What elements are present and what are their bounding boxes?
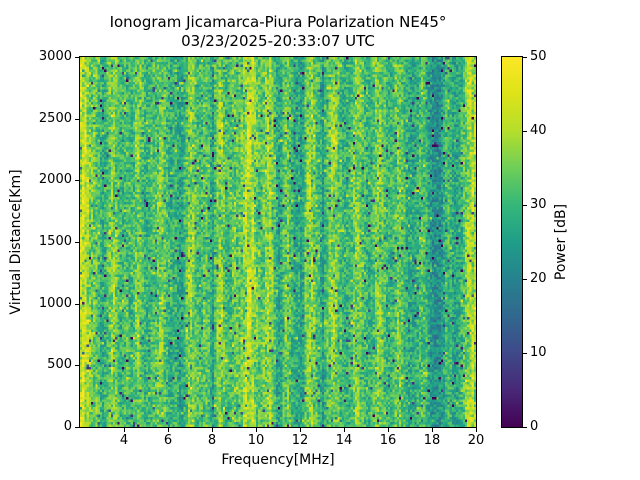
colorbar-tick-mark [523, 427, 527, 428]
x-tick-mark [476, 428, 477, 432]
chart-title: Ionogram Jicamarca-Piura Polarization NE… [109, 13, 447, 31]
x-tick-mark [212, 428, 213, 432]
colorbar-tick-mark [523, 279, 527, 280]
colorbar-tick-label: 40 [530, 123, 547, 138]
colorbar-tick-mark [523, 131, 527, 132]
y-tick-mark [75, 180, 79, 182]
y-tick-label: 2000 [38, 172, 72, 188]
x-tick-label: 16 [379, 433, 397, 448]
y-tick-mark [75, 57, 79, 58]
y-tick-label: 2500 [38, 110, 72, 126]
x-axis-label: Frequency[MHz] [221, 452, 335, 468]
x-tick-label: 10 [247, 433, 265, 448]
y-axis-label: Virtual Distance[Km] [8, 169, 24, 315]
y-tick-mark [75, 118, 79, 120]
x-tick-label: 6 [163, 433, 173, 448]
y-tick-mark [75, 242, 79, 243]
x-tick-label: 20 [467, 433, 485, 448]
x-tick-mark [388, 428, 389, 432]
y-tick-mark [75, 365, 79, 367]
x-tick-mark [344, 428, 345, 432]
colorbar-tick-mark [523, 57, 527, 58]
x-tick-mark [168, 428, 169, 432]
y-tick-label: 1500 [38, 234, 72, 249]
colorbar-tick-label: 30 [530, 197, 547, 212]
x-tick-label: 14 [335, 433, 353, 448]
x-tick-label: 4 [119, 433, 129, 448]
colorbar-tick-label: 10 [530, 345, 547, 360]
chart-subtitle-timestamp: 03/23/2025-20:33:07 UTC [181, 32, 375, 50]
y-tick-label: 1000 [38, 295, 72, 311]
y-tick-mark [75, 427, 79, 428]
y-tick-mark [75, 303, 79, 305]
x-tick-mark [432, 428, 433, 432]
colorbar-label: Power [dB] [553, 203, 569, 281]
x-tick-mark [300, 428, 301, 432]
colorbar-gradient [501, 56, 523, 428]
x-tick-label: 8 [207, 433, 217, 448]
colorbar-tick-label: 20 [530, 271, 547, 286]
y-tick-label: 0 [63, 419, 72, 434]
y-tick-label: 500 [47, 357, 72, 373]
x-tick-label: 18 [423, 433, 441, 448]
x-tick-mark [124, 428, 125, 432]
plot-area [79, 56, 477, 428]
x-tick-label: 12 [291, 433, 309, 448]
ionogram-heatmap-canvas [80, 57, 476, 427]
colorbar-tick-mark [523, 353, 527, 354]
x-tick-mark [256, 428, 257, 432]
colorbar-tick-label: 0 [530, 419, 539, 434]
colorbar-tick-label: 50 [530, 49, 547, 64]
colorbar-tick-mark [523, 205, 527, 206]
y-tick-label: 3000 [38, 49, 72, 64]
